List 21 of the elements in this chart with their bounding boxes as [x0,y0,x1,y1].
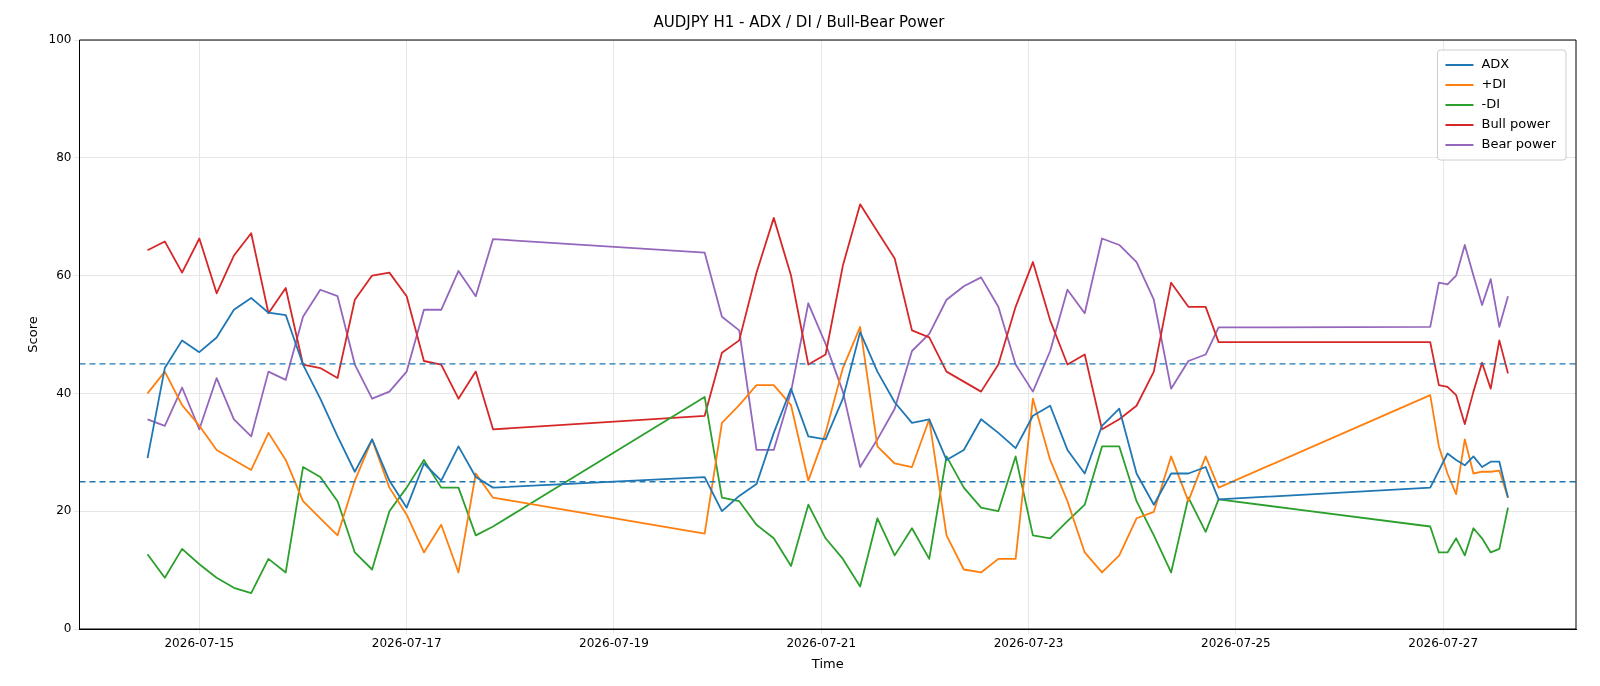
y-tick-label: 100 [48,32,72,47]
y-tick-label: 20 [56,503,72,518]
y-tick-label: 40 [56,385,72,400]
x-tick-label: 2026-07-15 [164,636,235,651]
y-tick-label: 80 [56,149,72,164]
legend-label: +DI [1481,76,1507,92]
legend-label: Bear power [1481,136,1557,152]
x-tick-label: 2026-07-27 [1408,636,1479,651]
legend-label: ADX [1481,56,1510,72]
x-tick-label: 2026-07-17 [371,636,442,651]
y-tick-label: 0 [63,621,72,636]
x-tick-label: 2026-07-19 [579,636,649,651]
x-tick-label: 2026-07-21 [786,636,857,651]
x-tick-label: 2026-07-25 [1201,636,1271,651]
x-tick-label: 2026-07-23 [993,636,1064,651]
legend-label: Bull power [1481,116,1551,132]
legend-label: -DI [1481,96,1501,112]
y-axis-title: Score [25,316,41,353]
y-tick-label: 60 [56,267,72,282]
x-axis-title: Time [810,655,844,671]
chart-title: AUDJPY H1 - ADX / DI / Bull-Bear Power [653,12,946,31]
